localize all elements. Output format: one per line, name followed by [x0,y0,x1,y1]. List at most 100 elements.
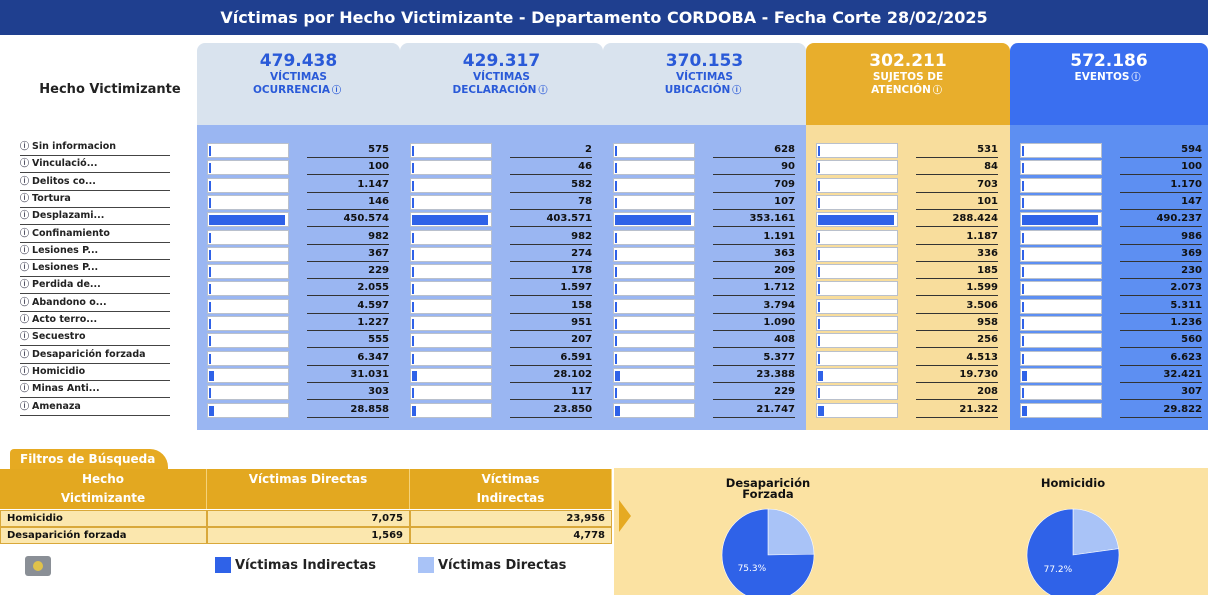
value-label: 23.388 [713,367,795,383]
bar [818,267,820,278]
column-label: DECLARACIÓN ⓘ [452,84,548,96]
bar-box [613,333,695,349]
value-label: 288.424 [916,211,998,228]
bar-box [613,367,695,383]
pie-slice [721,508,815,595]
value-label: 84 [916,159,998,176]
value-label: 256 [916,332,998,349]
value-label: 185 [916,263,998,280]
row-label-text: Desplazami... [32,210,105,222]
bar-box [613,316,695,331]
bar-box [207,143,289,158]
bar-box [613,264,695,280]
bar-box [1020,402,1102,418]
legend-label: Víctimas Indirectas [235,558,376,573]
row-label-text: Minas Anti... [32,383,100,395]
bar-box [816,316,898,331]
value-label: 307 [1120,384,1202,401]
bar [818,249,820,260]
bar [615,215,691,226]
info-icon: ⓘ [20,211,30,222]
value-label: 555 [307,332,389,349]
bar [412,146,414,156]
bar [209,232,211,243]
value-label: 709 [713,177,795,193]
value-label: 575 [307,142,389,158]
row-label: ⓘ Lesiones P... [20,261,170,278]
value-label: 3.794 [713,298,795,314]
info-icon: ⓘ [20,176,30,187]
value-label: 4.513 [916,350,998,366]
bar-box [816,264,898,280]
value-label: 367 [307,246,389,262]
bar [412,336,414,347]
bar-box [613,160,695,176]
bar [209,405,214,416]
camera-icon[interactable] [25,556,51,576]
value-label: 1.147 [307,177,389,193]
bar-box [207,264,289,280]
bar-box [613,143,695,158]
bar [1022,232,1024,243]
bar-box [410,316,492,331]
bar-box [1020,298,1102,314]
value-label: 303 [307,384,389,401]
bar-box [816,246,898,262]
value-label: 101 [916,194,998,210]
bar [412,267,414,278]
value-label: 21.322 [916,402,998,418]
column-label: SUJETOS DE [872,71,944,83]
bar [1022,301,1024,312]
value-label: 19.730 [916,367,998,383]
bar [1022,353,1024,364]
value-label: 628 [713,142,795,158]
value-label: 4.597 [307,298,389,314]
bar-box [207,177,289,193]
bar-box [613,229,695,245]
bar-box [613,212,695,228]
value-label: 1.712 [713,280,795,297]
info-icon: ⓘ [20,349,30,360]
bar [412,232,414,243]
filter-tab[interactable]: Filtros de Búsqueda [10,449,168,469]
bar-box [816,194,898,210]
pie-slice [1026,508,1120,595]
row-label-text: Delitos co... [32,175,96,187]
bar [615,197,617,208]
bar [412,353,414,364]
bar-box [1020,367,1102,383]
pie-title: Desaparición Forzada [725,476,811,501]
pie-label: 75.3% [738,564,767,574]
bar-box [816,385,898,401]
panel-arrow[interactable] [619,500,633,532]
bar-box [207,316,289,331]
bar [1022,388,1024,399]
bar-box [1020,316,1102,331]
column-label: UBICACIÓN ⓘ [664,84,742,96]
value-label: 90 [713,159,795,176]
bar [1022,215,1098,226]
bar [1022,146,1024,156]
bar [615,249,617,260]
value-label: 1.187 [916,229,998,245]
bar [818,163,820,174]
pie-label: 77.2% [1044,565,1073,575]
bar-box [816,177,898,193]
value-label: 490.237 [1120,211,1202,228]
row-label: ⓘ Sin informacion [20,140,170,156]
row-label-text: Lesiones P... [32,244,99,256]
bar-box [410,264,492,280]
bar [1022,319,1024,329]
legend-swatch [215,557,231,573]
bar [209,336,211,347]
bar [209,180,211,191]
info-icon: ⓘ [20,193,30,204]
row-label-text: Amenaza [32,400,81,412]
bar [818,301,820,312]
value-label: 78 [510,194,592,210]
bar-box [410,298,492,314]
bar-box [410,160,492,176]
bar-box [410,177,492,193]
value-label: 146 [307,194,389,210]
bar-box [410,143,492,158]
